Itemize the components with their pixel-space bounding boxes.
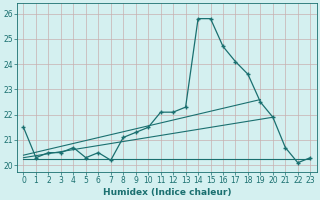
X-axis label: Humidex (Indice chaleur): Humidex (Indice chaleur) [103,188,231,197]
